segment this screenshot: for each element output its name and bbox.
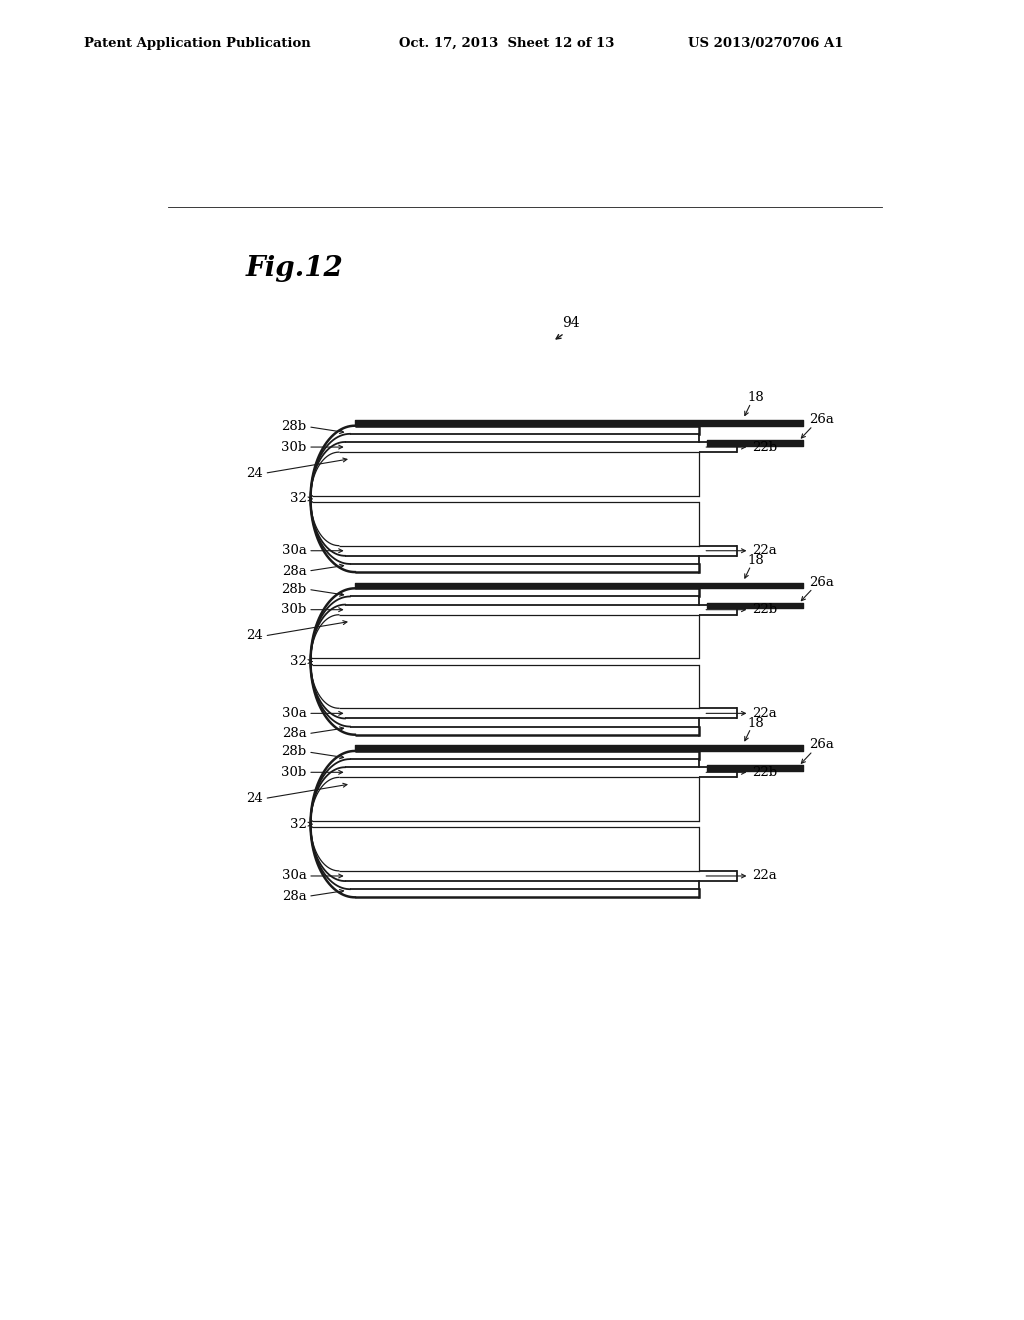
- Text: 32: 32: [290, 817, 306, 830]
- Text: Fig.12: Fig.12: [246, 255, 343, 282]
- Text: 28a: 28a: [282, 727, 306, 741]
- Text: 24: 24: [246, 467, 263, 479]
- Text: 18: 18: [748, 391, 764, 404]
- Text: 28a: 28a: [282, 890, 306, 903]
- Text: 28a: 28a: [282, 565, 306, 578]
- Text: 22a: 22a: [752, 544, 776, 557]
- Text: 30a: 30a: [282, 706, 306, 719]
- Text: Patent Application Publication: Patent Application Publication: [84, 37, 310, 50]
- Text: 26a: 26a: [809, 738, 834, 751]
- Text: 28b: 28b: [282, 746, 306, 759]
- Text: 26a: 26a: [809, 413, 834, 426]
- Text: US 2013/0270706 A1: US 2013/0270706 A1: [688, 37, 844, 50]
- Text: 30b: 30b: [282, 441, 306, 454]
- Text: 22b: 22b: [752, 603, 777, 616]
- Text: 30a: 30a: [282, 870, 306, 883]
- Text: 18: 18: [748, 717, 764, 730]
- Text: 22a: 22a: [752, 870, 776, 883]
- Text: Oct. 17, 2013  Sheet 12 of 13: Oct. 17, 2013 Sheet 12 of 13: [399, 37, 614, 50]
- Text: 32: 32: [290, 655, 306, 668]
- Text: 22a: 22a: [752, 706, 776, 719]
- Text: 18: 18: [748, 554, 764, 566]
- Text: 30a: 30a: [282, 544, 306, 557]
- Text: 30b: 30b: [282, 766, 306, 779]
- Text: 30b: 30b: [282, 603, 306, 616]
- Text: 28b: 28b: [282, 420, 306, 433]
- Text: 28b: 28b: [282, 583, 306, 595]
- Text: 32: 32: [290, 492, 306, 506]
- Text: 94: 94: [562, 315, 580, 330]
- Text: 26a: 26a: [809, 576, 834, 589]
- Text: 24: 24: [246, 630, 263, 643]
- Text: 24: 24: [246, 792, 263, 805]
- Text: 22b: 22b: [752, 766, 777, 779]
- Text: 22b: 22b: [752, 441, 777, 454]
